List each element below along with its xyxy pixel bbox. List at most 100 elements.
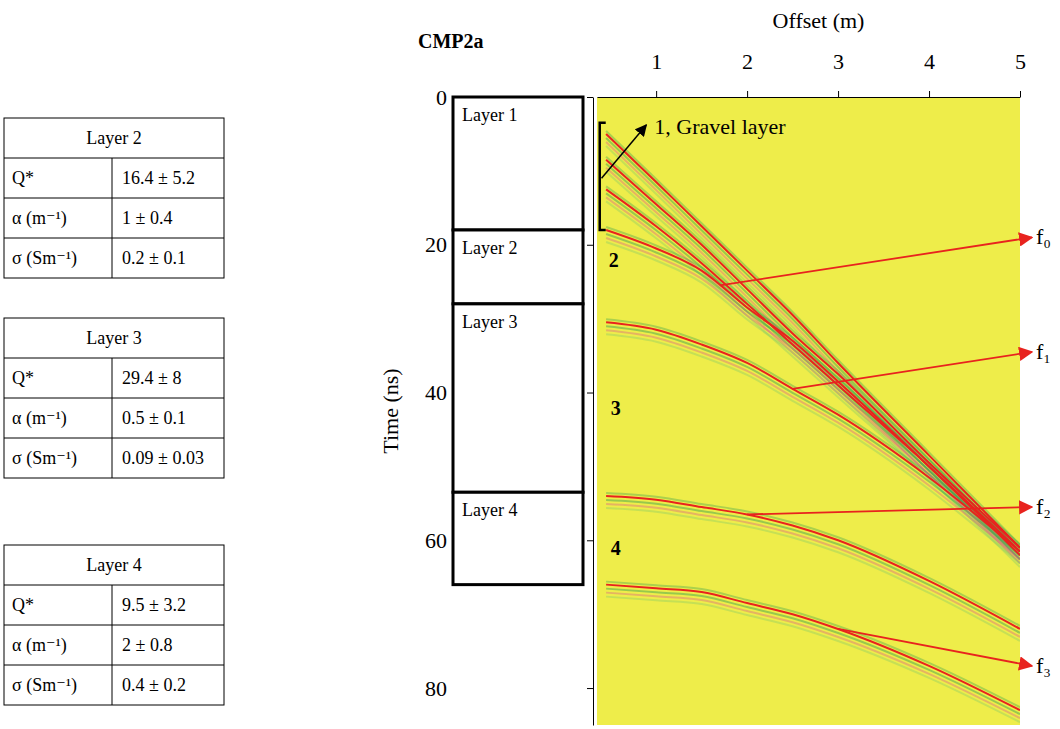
table-cell: σ (Sm⁻¹)	[12, 248, 77, 269]
x-tick-label: 2	[742, 49, 753, 74]
table-cell: 29.4 ± 8	[122, 368, 181, 388]
parameter-table: Layer 3 Q* 29.4 ± 8 α (m⁻¹) 0.5 ± 0.1 σ (Sm⁻¹…	[4, 318, 224, 478]
y-tick-label: 40	[425, 380, 447, 405]
fitted-curve	[606, 585, 1020, 711]
table-title: Layer 2	[86, 128, 141, 148]
layer-label: Layer 3	[462, 312, 517, 332]
reflection-band	[606, 500, 1020, 633]
y-axis-line	[593, 98, 594, 726]
fitted-curve	[606, 496, 1020, 629]
layer-number: 3	[611, 397, 621, 419]
fitted-curve	[606, 322, 1020, 551]
table-rule	[4, 625, 224, 626]
y-axis-title: Time (ns)	[378, 368, 403, 453]
reflection-band	[606, 242, 1020, 567]
table-frame	[4, 118, 224, 278]
x-tick: 2	[742, 49, 753, 97]
table-cell: σ (Sm⁻¹)	[12, 675, 77, 696]
reflection-band	[606, 326, 1020, 555]
plot-area	[606, 131, 1020, 722]
table-cell: 0.2 ± 0.1	[122, 248, 186, 268]
layer-box	[453, 230, 583, 304]
table-rule	[4, 198, 224, 199]
y-tick: 80	[425, 676, 593, 701]
curve-pointer	[793, 352, 1032, 389]
reflection-band	[606, 597, 1020, 723]
y-tick: 60	[425, 528, 593, 553]
y-tick: 20	[425, 232, 593, 257]
layer-number: 2	[609, 249, 619, 271]
layer-box	[453, 492, 583, 584]
table-cell: 2 ± 0.8	[122, 635, 172, 655]
y-tick-mark	[587, 393, 593, 394]
table-rule	[4, 665, 224, 666]
table-cell: Q*	[12, 368, 34, 388]
chart-title: CMP2a	[418, 30, 484, 52]
curve-label: f₃	[1036, 653, 1051, 678]
x-tick-label: 4	[924, 49, 935, 74]
y-tick-label: 80	[425, 676, 447, 701]
table-cell: 0.4 ± 0.2	[122, 675, 186, 695]
parameter-table: Layer 4Q*9.5 ± 3.2α (m⁻¹)2 ± 0.8σ (Sm⁻¹)…	[4, 545, 224, 705]
x-tick-label: 1	[651, 49, 662, 74]
layer-label: Layer 4	[462, 500, 517, 520]
y-tick: 0	[436, 85, 593, 110]
curve-label: f₂	[1036, 494, 1051, 519]
curve-pointer	[720, 237, 1032, 285]
gravel-arrow	[602, 125, 647, 178]
parameter-table: Layer 2Q*16.4 ± 5.2α (m⁻¹)1 ± 0.4σ (Sm⁻¹…	[4, 118, 224, 278]
table-rule	[112, 358, 113, 478]
reflection-band	[606, 593, 1020, 719]
curve-pointer	[747, 507, 1032, 514]
x-axis-line	[598, 97, 1021, 98]
table-cell: 16.4 ± 5.2	[122, 168, 195, 188]
table-cell: 0.5 ± 0.1	[122, 408, 186, 428]
x-tick-mark	[838, 91, 839, 97]
fitted-curve	[606, 160, 1020, 548]
curve-pointer	[838, 629, 1032, 666]
reflection-band	[606, 330, 1020, 559]
x-axis: 1 2 3 4 5	[598, 49, 1027, 98]
table-rule	[4, 358, 224, 359]
y-tick-mark	[587, 97, 593, 98]
plot-background	[597, 97, 1020, 725]
curve-label: f₀	[1036, 224, 1051, 249]
y-tick-label: 60	[425, 528, 447, 553]
fitted-curve	[606, 189, 1020, 551]
layer-label: Layer 2	[462, 238, 517, 258]
fitted-curve	[606, 134, 1020, 548]
x-tick-label: 5	[1015, 49, 1026, 74]
y-tick-mark	[587, 245, 593, 246]
x-tick-mark	[656, 91, 657, 97]
figure: Layer 2 Q* 16.4 ± 5.2 α (m⁻¹) 1 ± 0.4 σ (Sm⁻¹…	[0, 0, 1060, 729]
table-cell: 0.09 ± 0.03	[122, 448, 204, 468]
table-cell: α (m⁻¹)	[12, 208, 67, 229]
reflection-band	[606, 142, 1020, 556]
table-cell: Q*	[12, 595, 34, 615]
table-cell: α (m⁻¹)	[12, 408, 67, 429]
curve-label: f₁	[1036, 339, 1051, 364]
table-cell: 1 ± 0.4	[122, 208, 172, 228]
fitted-curve	[606, 230, 1020, 555]
table-rule	[4, 158, 224, 159]
x-axis-title: Offset (m)	[773, 8, 865, 33]
layer-number: 4	[611, 537, 621, 559]
table-cell: σ (Sm⁻¹)	[12, 448, 77, 469]
y-axis: 0 20 40 60 80	[425, 85, 594, 726]
table-title: Layer 4	[86, 555, 141, 575]
table-cell: 9.5 ± 3.2	[122, 595, 186, 615]
table-frame	[4, 318, 224, 478]
layer-label: Layer 1	[462, 105, 517, 125]
x-tick: 4	[924, 49, 935, 97]
table-rule	[4, 398, 224, 399]
x-tick-label: 3	[833, 49, 844, 74]
y-tick-mark	[587, 688, 593, 689]
x-tick-mark	[1020, 91, 1021, 97]
x-tick: 1	[651, 49, 662, 97]
table-rule	[4, 585, 224, 586]
layer-column: Layer 1 Layer 2 Layer 3 Layer 4	[453, 97, 583, 585]
y-tick-label: 0	[436, 85, 447, 110]
gravel-label: 1, Gravel layer	[654, 114, 786, 139]
table-title: Layer 3	[86, 328, 141, 348]
x-tick-mark	[929, 91, 930, 97]
